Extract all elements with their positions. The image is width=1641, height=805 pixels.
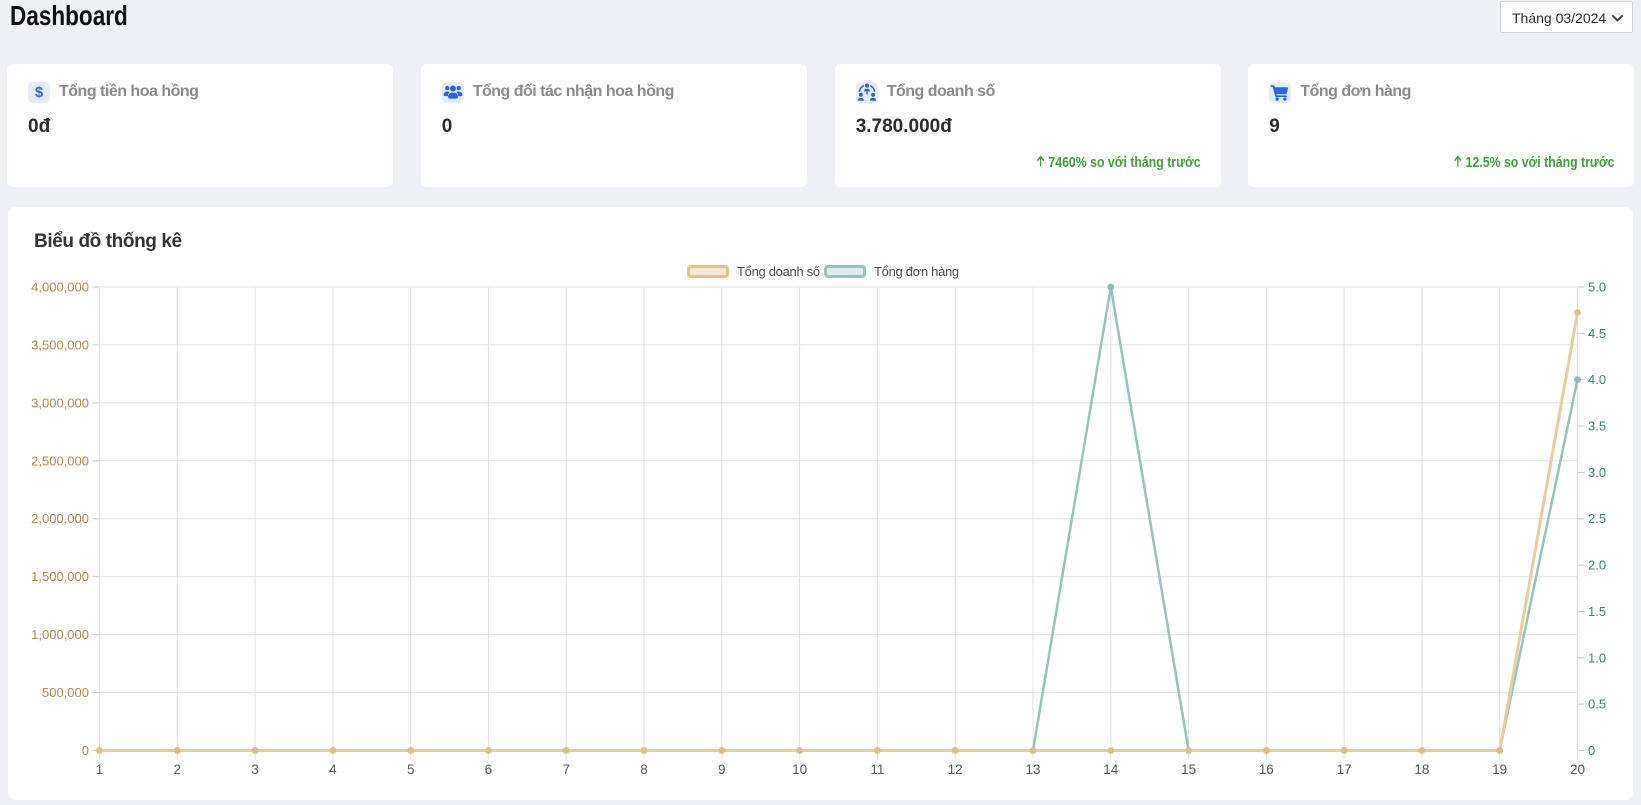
svg-text:13: 13 [1025, 762, 1040, 777]
svg-text:$: $ [35, 84, 44, 101]
svg-text:6: 6 [485, 762, 493, 777]
svg-text:1: 1 [96, 762, 104, 777]
svg-text:11: 11 [870, 762, 884, 777]
svg-text:10: 10 [792, 762, 807, 777]
svg-text:1,000,000: 1,000,000 [31, 627, 89, 642]
svg-text:20: 20 [1570, 762, 1585, 777]
svg-text:500,000: 500,000 [42, 685, 89, 700]
svg-text:4: 4 [329, 762, 337, 777]
svg-text:2.0: 2.0 [1588, 558, 1606, 573]
svg-text:5: 5 [407, 762, 415, 777]
svg-text:3,000,000: 3,000,000 [31, 395, 89, 410]
svg-text:17: 17 [1337, 762, 1352, 777]
svg-text:1.0: 1.0 [1588, 650, 1606, 665]
svg-text:5.0: 5.0 [1588, 280, 1606, 295]
svg-text:15: 15 [1181, 762, 1196, 777]
svg-text:1.5: 1.5 [1588, 604, 1606, 619]
svg-text:12: 12 [948, 762, 963, 777]
svg-text:4.0: 4.0 [1588, 372, 1606, 387]
svg-text:0: 0 [82, 743, 89, 758]
svg-text:8: 8 [640, 762, 648, 777]
svg-text:18: 18 [1414, 762, 1429, 777]
svg-text:4.5: 4.5 [1588, 326, 1606, 341]
svg-text:19: 19 [1492, 762, 1507, 777]
svg-text:3.0: 3.0 [1588, 465, 1606, 480]
svg-text:16: 16 [1259, 762, 1274, 777]
svg-text:2: 2 [174, 762, 182, 777]
svg-text:0.5: 0.5 [1588, 697, 1606, 712]
svg-text:2.5: 2.5 [1588, 511, 1606, 526]
svg-text:14: 14 [1103, 762, 1119, 777]
svg-text:7: 7 [562, 762, 570, 777]
svg-text:4,000,000: 4,000,000 [31, 280, 89, 295]
svg-text:0: 0 [1588, 743, 1595, 758]
svg-text:3.5: 3.5 [1588, 419, 1606, 434]
svg-text:2,000,000: 2,000,000 [31, 511, 89, 526]
svg-text:3,500,000: 3,500,000 [31, 337, 89, 352]
svg-text:2,500,000: 2,500,000 [31, 453, 89, 468]
svg-text:3: 3 [251, 762, 259, 777]
svg-text:9: 9 [718, 762, 726, 777]
svg-text:1,500,000: 1,500,000 [31, 569, 89, 584]
